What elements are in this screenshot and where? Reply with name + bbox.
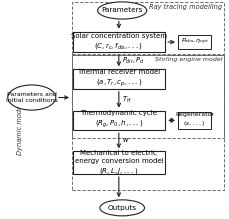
Bar [72,151,164,174]
Text: $T_H$: $T_H$ [122,94,131,105]
Bar [177,35,210,49]
Text: $w$: $w$ [122,136,129,144]
Text: Regenerator
$(\varepsilon, ...)$: Regenerator $(\varepsilon, ...)$ [174,113,213,128]
Ellipse shape [97,2,146,19]
Ellipse shape [99,200,144,216]
Text: Parameters: Parameters [101,7,142,14]
Bar [72,69,164,89]
Bar [72,55,223,138]
Bar [72,32,164,52]
Text: $P_{abs}, \eta_{opt}$: $P_{abs}, \eta_{opt}$ [180,37,208,47]
Text: Parameters and
initial conditions: Parameters and initial conditions [6,92,57,103]
Text: Thermal receiver model
$(a, T_r, c_p, ...)$: Thermal receiver model $(a, T_r, c_p, ..… [77,69,160,89]
Text: Ray tracing modelling: Ray tracing modelling [149,4,222,10]
Text: Thermodynamic cycle
$(R_g, P_0, h, ...)$: Thermodynamic cycle $(R_g, P_0, h, ...)$ [80,110,157,130]
Text: Stirling engine model: Stirling engine model [154,57,222,62]
Bar [72,55,223,190]
Bar [177,112,210,129]
Bar [72,2,223,54]
Text: Dynamic modelling: Dynamic modelling [16,90,22,155]
Text: Outputs: Outputs [107,205,136,211]
Text: Mechanical to electric
energy conversion model
$(R, L, J, ...)$: Mechanical to electric energy conversion… [74,150,162,176]
Text: $P_{dir}, P_d$: $P_{dir}, P_d$ [122,56,144,66]
Ellipse shape [8,85,56,110]
Text: Solar concentration system
$(C, r_c, f_{dis}, ...)$: Solar concentration system $(C, r_c, f_{… [71,33,166,51]
Bar [72,111,164,130]
